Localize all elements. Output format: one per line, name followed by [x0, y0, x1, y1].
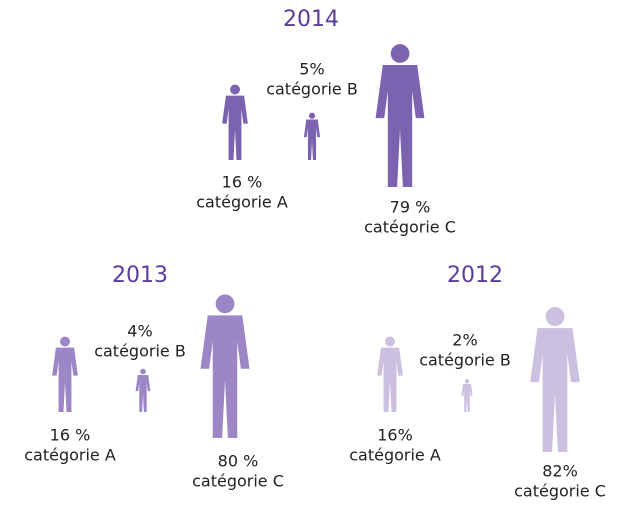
category-label: catégorie C: [192, 472, 284, 491]
year-title: 2012: [447, 263, 503, 288]
category-label: catégorie B: [266, 80, 358, 99]
percent-label: 5%: [299, 60, 324, 79]
category-label: catégorie A: [24, 446, 116, 465]
person-figure: [200, 294, 250, 438]
category-label: catégorie C: [514, 482, 606, 501]
person-figure: [303, 112, 321, 160]
person-figure: [52, 336, 78, 412]
category-label: catégorie B: [94, 342, 186, 361]
percent-label: 16%: [377, 426, 413, 445]
person-figure: [375, 44, 425, 187]
category-label: catégorie A: [349, 446, 441, 465]
year-title: 2014: [283, 7, 339, 32]
percent-label: 82%: [542, 462, 578, 481]
category-label: catégorie B: [419, 351, 511, 370]
person-figure: [135, 368, 151, 412]
person-figure: [377, 336, 403, 412]
person-figure: [222, 84, 248, 160]
category-label: catégorie C: [364, 218, 456, 237]
percent-label: 16 %: [50, 426, 91, 445]
percent-label: 4%: [127, 322, 152, 341]
category-label: catégorie A: [196, 193, 288, 212]
percent-label: 16 %: [222, 173, 263, 192]
percent-label: 2%: [452, 331, 477, 350]
percent-label: 79 %: [390, 198, 431, 217]
person-figure: [461, 379, 473, 412]
person-figure: [530, 307, 580, 452]
year-title: 2013: [112, 263, 168, 288]
percent-label: 80 %: [218, 452, 259, 471]
